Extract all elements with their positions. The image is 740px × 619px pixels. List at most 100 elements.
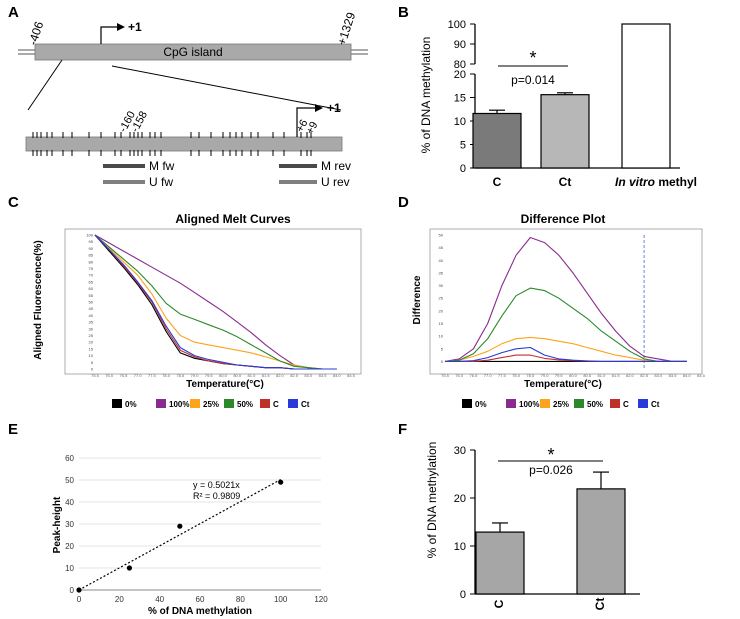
legend-label: Ct <box>651 400 660 409</box>
e-r-squared: R² = 0.9809 <box>193 491 240 501</box>
y-tick-label: 50 <box>439 233 444 238</box>
y-tick-label: 90 <box>89 246 94 251</box>
legend-label: 50% <box>587 400 603 409</box>
e-x-tick-label: 120 <box>314 595 328 604</box>
legend-swatch <box>540 399 550 408</box>
y-tick-label: 15 <box>89 346 94 351</box>
coord-plus-9: +9 <box>304 120 320 137</box>
primer-u-rev-label: U rev <box>321 175 350 189</box>
x-tick-label: 84.5 <box>347 373 356 378</box>
tss-arrow-2 <box>296 107 319 137</box>
legend-swatch <box>156 399 166 408</box>
b-x-label-ct: Ct <box>559 175 572 189</box>
zoom-region-bar <box>25 136 343 152</box>
e-data-point <box>76 587 82 593</box>
c-legend: 0% 100% 25% 50% C Ct <box>112 399 310 409</box>
y-tick-label: 35 <box>439 270 444 275</box>
x-tick-label: 79.5 <box>555 373 564 378</box>
y-tick-label: 50 <box>89 300 94 305</box>
series-line-ct <box>94 234 337 370</box>
d-plot-area <box>429 228 703 375</box>
y-tick-label: 35 <box>89 320 94 325</box>
e-y-label: Peak-height <box>52 496 63 553</box>
e-x-tick-label: 0 <box>77 595 82 604</box>
d-y-label: Difference <box>412 275 423 324</box>
series-line-ct <box>445 346 687 362</box>
x-tick-label: 82.5 <box>290 373 299 378</box>
y-tick-label: 85 <box>89 253 94 258</box>
e-y-tick-label: 50 <box>65 476 74 485</box>
e-data-point <box>278 479 284 485</box>
y-tick-label: 80 <box>89 259 94 264</box>
b-x-label-in-vitro: In vitro methyl <box>615 175 697 189</box>
x-tick-label: 75.5 <box>91 373 100 378</box>
legend-label: 50% <box>237 400 253 409</box>
b-y-tick-label: 90 <box>454 39 466 51</box>
c-x-label: Temperature(°C) <box>186 379 264 390</box>
f-y-tick-label: 30 <box>454 445 466 457</box>
d-x-label: Temperature(°C) <box>524 379 602 390</box>
d-plot: 75.5 76.0 76.5 77.0 77.5 78.0 78.5 79.0 79.5 80.0… <box>439 233 706 379</box>
panel-f: F % of DNA methylation * p=0.026 0 10 20 30… <box>398 421 640 610</box>
x-tick-label: 76.5 <box>470 373 479 378</box>
x-tick-label: 83.5 <box>669 373 678 378</box>
e-x-tick-label: 40 <box>155 595 164 604</box>
x-tick-label: 81.0 <box>248 373 257 378</box>
y-tick-label: 20 <box>439 308 444 313</box>
b-y-label: % of DNA methylation <box>419 37 433 154</box>
coord-plus-6: +6 <box>294 118 310 135</box>
x-tick-label: 84.5 <box>697 373 706 378</box>
legend-swatch <box>462 399 472 408</box>
c-plot: 75.5 76.0 76.5 77.0 77.5 78.0 78.5 79.0 79.5 80.0… <box>86 233 355 379</box>
b-bar <box>540 94 590 169</box>
b-bar <box>472 112 522 169</box>
x-tick-label: 84.0 <box>333 373 342 378</box>
x-tick-label: 77.5 <box>148 373 157 378</box>
y-tick-label: 65 <box>89 279 94 284</box>
cpg-site-ticks <box>32 132 312 156</box>
legend-swatch <box>638 399 648 408</box>
b-y-tick-label: 0 <box>460 163 466 175</box>
y-tick-label: 55 <box>89 293 94 298</box>
y-tick-label: 100 <box>86 233 93 238</box>
legend-label: C <box>273 400 279 409</box>
b-pvalue: p=0.014 <box>511 73 555 87</box>
x-tick-label: 75.5 <box>441 373 450 378</box>
e-x-label: % of DNA methylation <box>148 606 252 617</box>
primer-m-rev-bar <box>279 164 317 168</box>
x-tick-label: 83.0 <box>654 373 663 378</box>
c-y-label: Aligned Fluorescence(%) <box>33 240 44 359</box>
e-data-point <box>126 565 133 571</box>
f-x-label: C <box>492 599 506 608</box>
legend-swatch <box>190 399 200 408</box>
e-x-tick-label: 80 <box>236 595 245 604</box>
b-y-tick-label: 80 <box>454 59 466 71</box>
e-y-tick-label: 40 <box>65 498 74 507</box>
primer-u-fw-bar <box>103 180 145 184</box>
series-line-100pct <box>444 236 687 362</box>
c-title: Aligned Melt Curves <box>175 212 291 226</box>
cpg-island-bar <box>34 43 352 61</box>
e-x-tick-label: 100 <box>274 595 288 604</box>
zoom-line-right <box>111 65 342 111</box>
f-significance-star: * <box>547 445 554 465</box>
tss-arrow <box>100 26 121 44</box>
y-tick-label: 45 <box>439 245 444 250</box>
tss-arrow-head <box>117 23 125 31</box>
y-tick-label: 0 <box>91 367 94 372</box>
x-tick-label: 77.5 <box>498 373 507 378</box>
b-y-tick-label: 5 <box>460 140 466 152</box>
e-y-tick-label: 10 <box>65 564 74 573</box>
e-equation: y = 0.5021x <box>193 480 240 490</box>
x-tick-label: 81.5 <box>612 373 621 378</box>
d-legend: 0% 100% 25% 50% C Ct <box>462 399 660 409</box>
legend-label: 0% <box>125 400 137 409</box>
x-tick-label: 78.0 <box>512 373 521 378</box>
d-title: Difference Plot <box>521 212 606 226</box>
legend-swatch <box>224 399 234 408</box>
y-tick-label: 25 <box>89 333 94 338</box>
legend-label: 25% <box>203 400 219 409</box>
y-tick-label: 0 <box>441 359 444 364</box>
legend-label: 25% <box>553 400 569 409</box>
legend-label: 100% <box>169 400 189 409</box>
